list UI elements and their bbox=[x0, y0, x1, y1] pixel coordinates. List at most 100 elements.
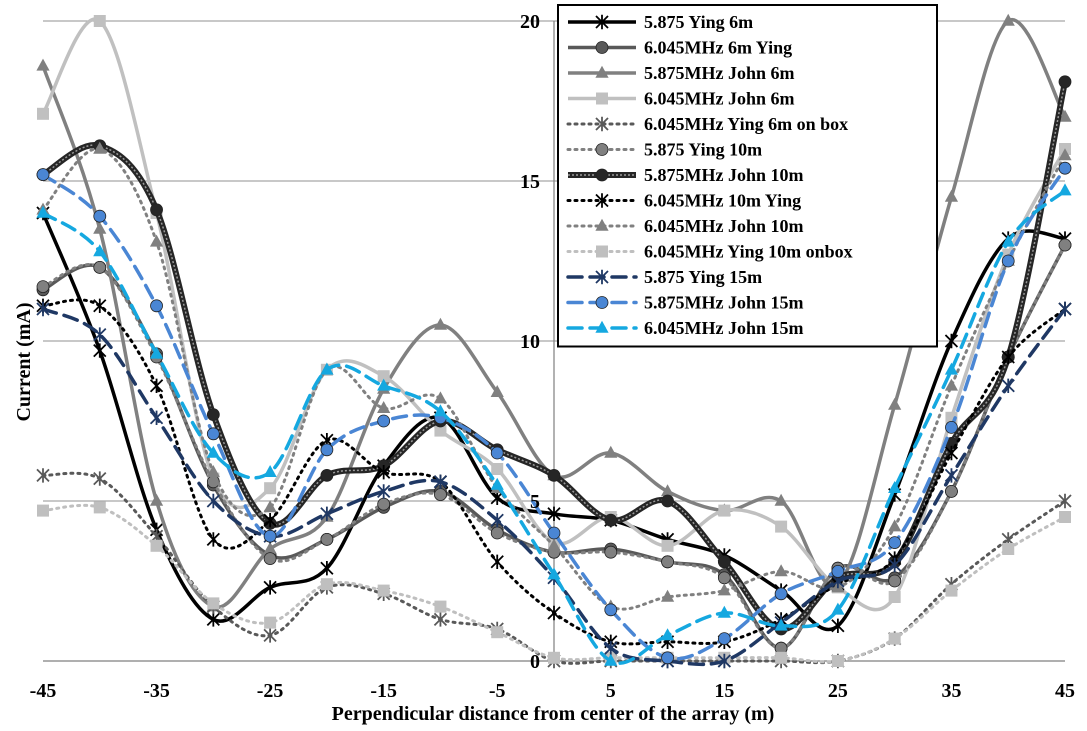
legend-label: 5.875 Ying 6m bbox=[644, 12, 753, 32]
x-tick-label: 15 bbox=[714, 680, 734, 702]
data-point bbox=[1001, 234, 1015, 247]
data-point bbox=[888, 519, 902, 532]
data-point bbox=[944, 468, 959, 483]
legend: 5.875 Ying 6m 6.045MHz 6m Ying 5.875MHz Jo… bbox=[557, 4, 938, 348]
data-point bbox=[434, 600, 447, 613]
data-point bbox=[207, 597, 220, 610]
data-point bbox=[206, 475, 220, 489]
data-point bbox=[888, 632, 901, 645]
legend-label: 6.045MHz 10m Ying bbox=[644, 191, 801, 211]
data-point bbox=[206, 427, 220, 441]
data-point bbox=[888, 557, 902, 573]
x-tick-label: -15 bbox=[370, 680, 397, 702]
legend-label: 5.875MHz John 6m bbox=[644, 63, 795, 83]
data-point bbox=[263, 465, 277, 477]
data-point bbox=[434, 488, 447, 502]
data-point bbox=[263, 552, 277, 565]
data-point bbox=[377, 378, 391, 391]
series-line bbox=[41, 298, 1067, 646]
data-point bbox=[661, 651, 674, 665]
data-point bbox=[888, 536, 902, 549]
data-point bbox=[945, 420, 958, 434]
data-point bbox=[490, 446, 504, 460]
data-point bbox=[717, 571, 731, 585]
legend-marker bbox=[595, 193, 609, 208]
data-point bbox=[149, 378, 164, 393]
data-point bbox=[660, 628, 675, 641]
series-line-inner bbox=[42, 81, 1066, 630]
data-point bbox=[263, 500, 277, 513]
data-point bbox=[661, 494, 674, 508]
legend-item: 5.875 Ying 6m bbox=[568, 12, 753, 32]
x-axis-ticks: -45 -35 -25 -15 -5 5 15 25 35 45 bbox=[30, 680, 1075, 702]
data-point bbox=[37, 107, 49, 120]
data-point bbox=[547, 567, 561, 580]
data-point bbox=[547, 468, 561, 482]
data-point bbox=[263, 628, 277, 643]
data-point bbox=[660, 484, 675, 497]
data-point bbox=[718, 504, 731, 517]
data-point bbox=[717, 632, 731, 645]
y-tick-label: 5 bbox=[530, 491, 540, 513]
data-point bbox=[36, 168, 50, 182]
data-point bbox=[1058, 161, 1072, 175]
data-point bbox=[1001, 378, 1015, 393]
data-point bbox=[661, 555, 674, 569]
data-point bbox=[433, 317, 448, 330]
series-line bbox=[41, 243, 1067, 650]
data-point bbox=[660, 589, 675, 602]
data-point bbox=[1058, 109, 1072, 122]
legend-item: 5.875 Ying 15m bbox=[566, 267, 762, 287]
data-point bbox=[944, 378, 959, 391]
data-point bbox=[490, 513, 504, 528]
data-point bbox=[888, 591, 901, 603]
legend-marker bbox=[595, 320, 609, 333]
data-point bbox=[93, 260, 107, 274]
x-tick-label: 25 bbox=[828, 680, 848, 702]
data-point bbox=[320, 362, 334, 375]
y-tick-label: 0 bbox=[530, 651, 540, 673]
legend-label: 6.045MHz John 6m bbox=[644, 89, 795, 109]
legend-item: 5.875MHz John 10m bbox=[568, 165, 804, 185]
legend-item: 5.875MHz John 15m bbox=[566, 293, 804, 313]
data-point bbox=[604, 545, 618, 559]
data-point bbox=[263, 580, 277, 595]
data-point bbox=[433, 474, 448, 489]
data-point bbox=[434, 424, 447, 437]
data-point bbox=[263, 513, 277, 528]
data-point bbox=[377, 370, 390, 383]
legend-marker bbox=[595, 116, 609, 132]
data-point bbox=[1058, 75, 1072, 89]
data-point bbox=[661, 539, 674, 552]
data-point bbox=[774, 618, 788, 631]
data-point bbox=[490, 554, 504, 569]
data-point bbox=[150, 203, 163, 217]
data-point bbox=[36, 301, 50, 317]
data-point bbox=[93, 501, 106, 514]
data-point bbox=[604, 653, 618, 666]
data-point bbox=[1058, 183, 1072, 196]
data-point bbox=[263, 529, 277, 543]
data-point bbox=[490, 526, 504, 540]
legend-label: 5.875 Ying 10m bbox=[644, 140, 762, 160]
data-point bbox=[206, 408, 220, 422]
data-point bbox=[547, 526, 561, 540]
legend-item: 5.875 Ying 10m bbox=[566, 140, 762, 160]
data-point bbox=[491, 463, 504, 475]
data-point bbox=[490, 385, 504, 397]
data-point bbox=[36, 468, 50, 483]
data-point bbox=[1058, 301, 1072, 317]
data-point bbox=[1001, 13, 1015, 26]
data-point bbox=[945, 484, 958, 498]
data-point bbox=[944, 362, 959, 375]
data-point bbox=[93, 141, 107, 154]
data-point bbox=[490, 477, 504, 490]
data-point bbox=[264, 482, 277, 495]
legend-item: 6.045MHz 10m Ying bbox=[566, 191, 801, 211]
data-point bbox=[149, 234, 164, 247]
data-point bbox=[888, 574, 902, 588]
x-axis-title: Perpendicular distance from center of th… bbox=[332, 703, 775, 725]
data-point bbox=[93, 298, 107, 313]
data-point bbox=[433, 391, 448, 404]
legend-marker bbox=[595, 14, 609, 30]
